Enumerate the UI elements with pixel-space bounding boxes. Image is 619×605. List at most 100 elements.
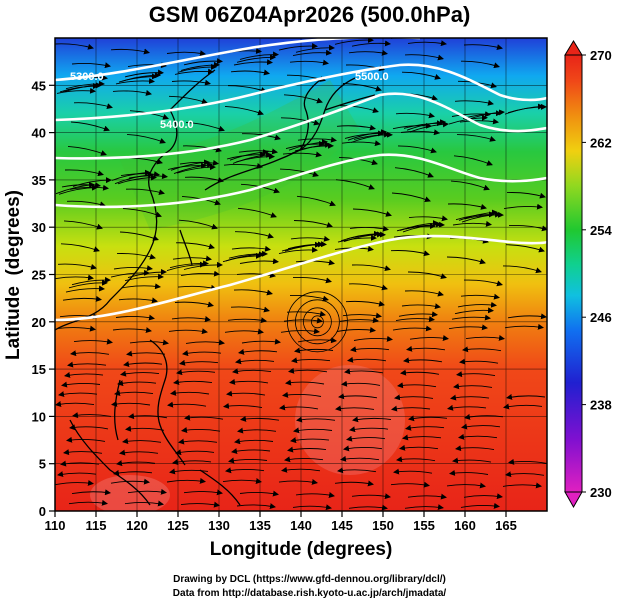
streamline <box>287 446 327 453</box>
streamline <box>407 40 447 47</box>
streamline <box>463 44 503 51</box>
streamline <box>390 481 430 488</box>
streamline <box>110 478 150 485</box>
streamline <box>407 271 447 280</box>
streamline <box>73 102 113 110</box>
streamline <box>349 426 389 433</box>
streamline <box>503 203 543 210</box>
streamline <box>290 437 330 444</box>
streamline <box>408 215 448 222</box>
streamline <box>184 176 224 183</box>
streamline <box>458 515 496 517</box>
streamline <box>116 253 156 260</box>
streamline <box>178 438 218 445</box>
streamline <box>55 274 94 281</box>
lat-tick-label-45: 45 <box>32 78 46 93</box>
streamline <box>184 414 224 421</box>
streamline <box>129 339 169 346</box>
streamline <box>113 469 153 476</box>
streamline <box>176 369 216 376</box>
lon-axis: 110 115 120 125 130 135 140 145 150 155 160 165 <box>45 511 517 533</box>
colorbar-gradient <box>564 54 583 493</box>
streamline <box>345 300 385 307</box>
streamline <box>454 99 494 106</box>
streamline <box>283 94 323 104</box>
streamline <box>336 124 376 131</box>
streamline <box>352 416 392 423</box>
streamline <box>72 412 112 419</box>
streamline <box>455 445 495 452</box>
streamline <box>351 264 391 272</box>
streamline <box>126 350 166 357</box>
streamline <box>295 259 335 266</box>
streamline <box>67 361 107 368</box>
streamline <box>465 334 505 341</box>
streamline <box>61 381 101 388</box>
streamline <box>286 310 326 317</box>
streamline <box>391 405 431 412</box>
streamline <box>171 79 211 86</box>
streamline <box>390 250 430 257</box>
streamline <box>63 449 103 456</box>
streamline <box>296 416 336 423</box>
streamline <box>507 313 547 320</box>
lon-tick-label-140: 140 <box>290 518 312 533</box>
streamline <box>290 235 330 242</box>
colorbar-tick-label-230: 230 <box>590 485 612 500</box>
y-axis-label: Latitude (degrees) <box>3 190 24 360</box>
streamline <box>118 73 158 83</box>
streamline <box>175 449 215 456</box>
streamline <box>394 394 434 401</box>
streamline <box>236 54 276 63</box>
streamline <box>185 339 225 346</box>
lon-tick-label-130: 130 <box>208 518 230 533</box>
streamline <box>505 244 545 253</box>
streamline <box>334 38 374 45</box>
streamline <box>179 159 219 166</box>
streamline <box>337 467 377 474</box>
streamline <box>399 444 439 451</box>
streamline <box>446 256 486 265</box>
streamline <box>124 500 164 507</box>
streamline <box>64 371 104 378</box>
streamline <box>70 121 110 132</box>
streamline <box>392 325 432 332</box>
streamline <box>401 71 441 80</box>
lat-tick-label-35: 35 <box>32 173 46 188</box>
streamline <box>73 338 113 345</box>
streamline <box>454 307 494 315</box>
lat-tick-label-25: 25 <box>32 268 46 283</box>
lat-lon-grid <box>55 38 547 511</box>
streamline <box>351 40 391 47</box>
streamline <box>447 404 487 411</box>
streamline <box>460 293 500 300</box>
streamline <box>115 314 155 321</box>
streamline <box>114 390 154 397</box>
streamline <box>451 314 491 321</box>
streamline <box>504 323 544 330</box>
streamline <box>278 478 318 485</box>
streamline <box>65 285 105 293</box>
streamline <box>237 207 277 218</box>
streamline <box>177 63 217 73</box>
streamline <box>463 493 503 500</box>
streamline <box>401 303 441 310</box>
streamline <box>335 405 375 412</box>
streamline <box>279 168 319 177</box>
streamline <box>397 382 437 389</box>
streamline <box>292 504 332 511</box>
lat-axis: 0 5 10 15 20 25 30 35 40 45 <box>32 78 55 519</box>
streamline <box>343 445 383 452</box>
streamline <box>69 424 109 431</box>
contour-labels: 5300.0 5400.0 5500.0 <box>70 71 389 131</box>
streamline <box>449 469 489 476</box>
streamline <box>409 335 449 341</box>
streamline <box>69 184 109 191</box>
streamline <box>403 120 443 129</box>
streamline <box>172 255 212 262</box>
lon-tick-label-125: 125 <box>167 518 189 533</box>
streamline <box>340 230 380 242</box>
streamline <box>391 192 431 203</box>
streamline <box>289 59 329 66</box>
streamline <box>168 95 208 105</box>
